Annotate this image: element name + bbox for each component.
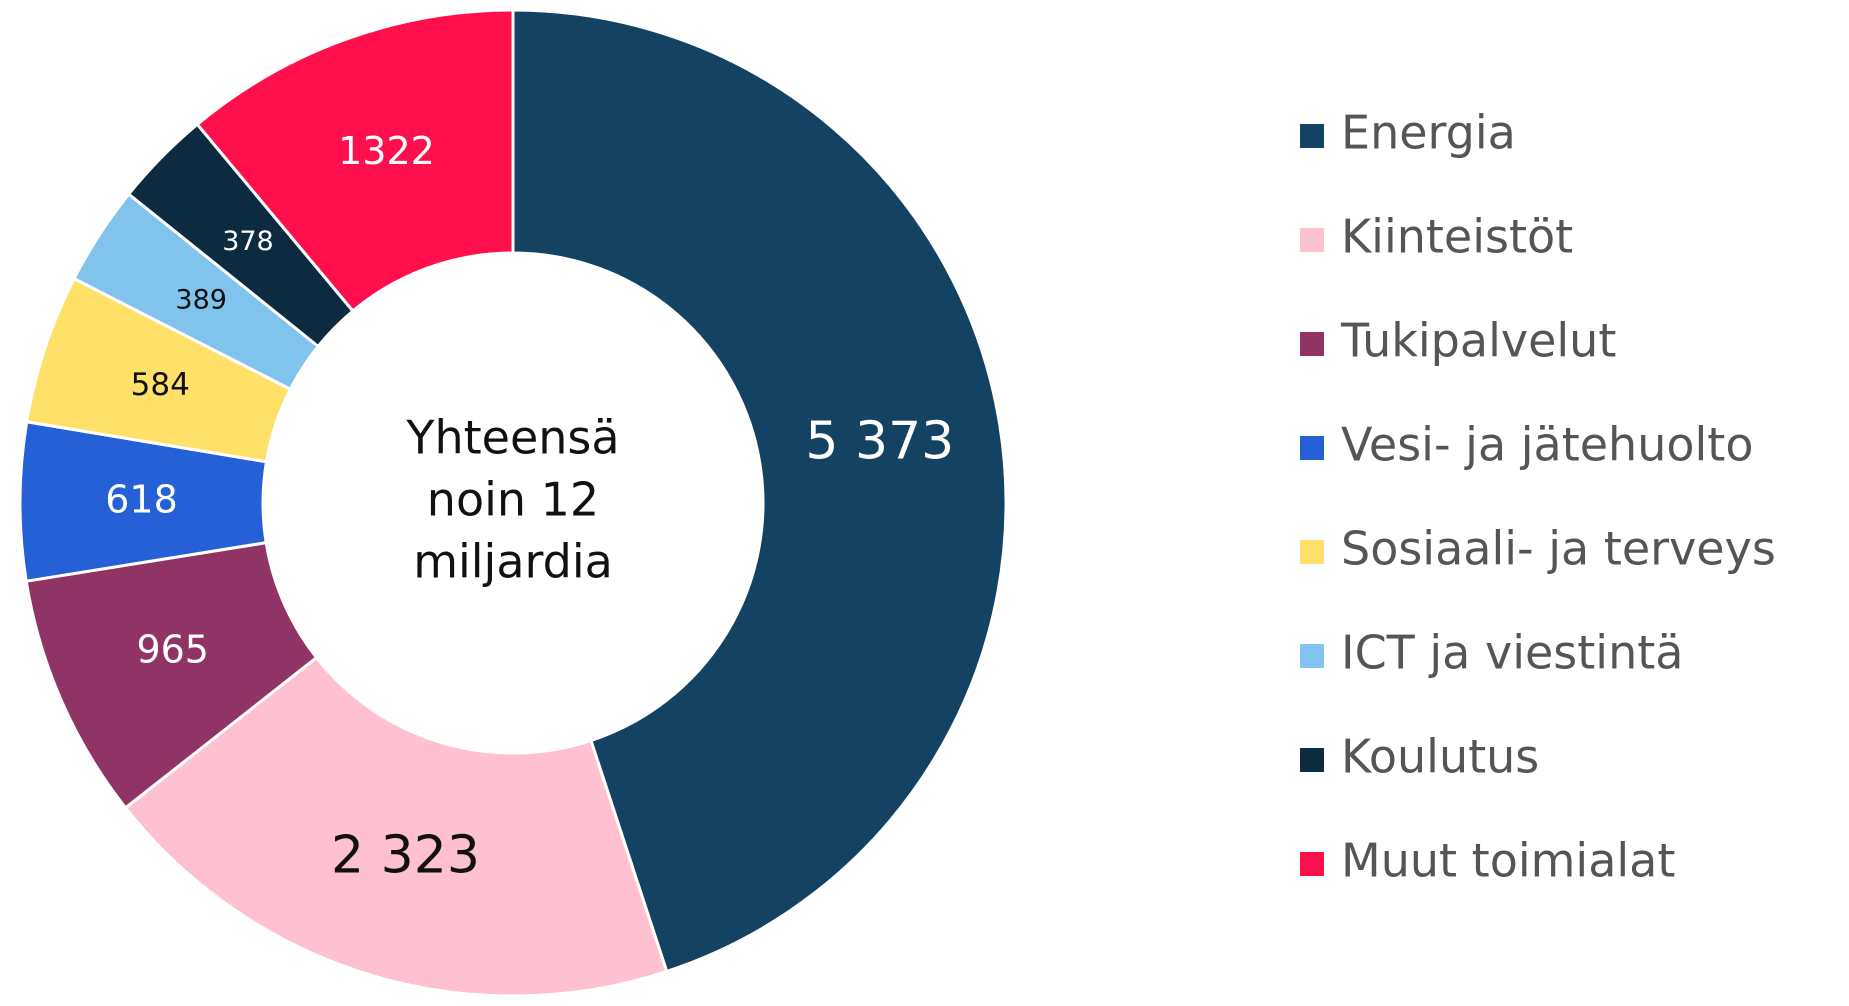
legend-swatch (1300, 228, 1324, 252)
data-label: 965 (136, 628, 209, 672)
data-label: 5 373 (805, 411, 954, 471)
legend-label: Energia (1341, 106, 1516, 160)
legend-label: Sosiaali- ja terveys (1341, 522, 1776, 576)
center-label: Yhteensä (405, 411, 619, 465)
legend-label: Vesi- ja jätehuolto (1341, 418, 1753, 472)
data-label: 378 (222, 226, 274, 257)
legend-swatch (1300, 748, 1324, 772)
legend-swatch (1300, 852, 1324, 876)
donut-slice (195, 8, 515, 314)
donut-slice (511, 8, 1008, 974)
data-label: 618 (105, 477, 178, 521)
legend-swatch (1300, 540, 1324, 564)
data-label: 1322 (338, 129, 435, 173)
legend-label: Muut toimialat (1341, 834, 1675, 888)
center-label: miljardia (413, 535, 613, 589)
legend-label: Koulutus (1341, 730, 1539, 784)
legend-label: Kiinteistöt (1341, 210, 1573, 264)
legend-swatch (1300, 644, 1324, 668)
legend-swatch (1300, 436, 1324, 460)
data-label: 389 (175, 285, 227, 316)
center-label: noin 12 (427, 473, 599, 527)
legend-swatch (1300, 332, 1324, 356)
legend-label: Tukipalvelut (1340, 314, 1616, 368)
data-label: 584 (131, 367, 190, 403)
legend-label: ICT ja viestintä (1341, 626, 1683, 680)
data-label: 2 323 (331, 826, 480, 886)
donut-slice (123, 655, 669, 998)
legend-swatch (1300, 124, 1324, 148)
